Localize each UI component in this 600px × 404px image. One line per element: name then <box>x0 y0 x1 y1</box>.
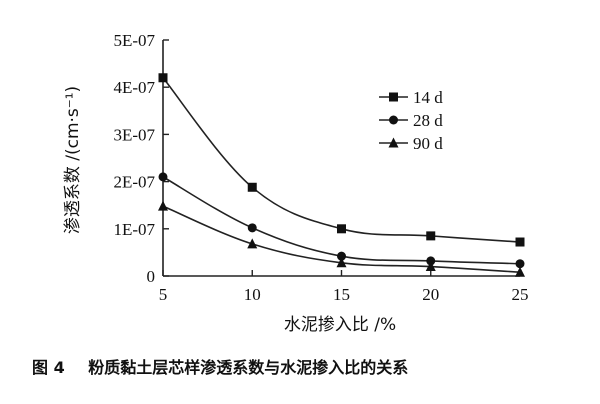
data-point-triangle <box>425 261 436 272</box>
data-point-circle <box>247 223 257 233</box>
axes: 0 1E-07 2E-07 3E-07 4E-07 5E-07 5 10 15 20 25 <box>113 31 528 304</box>
x-axis-label: 水泥掺入比 /% <box>284 315 396 335</box>
data-point-square <box>515 237 525 247</box>
series-line <box>162 77 521 243</box>
data-point-circle <box>337 251 346 261</box>
legend-marker-triangle <box>388 137 399 148</box>
data-point-square <box>337 224 346 234</box>
figure-caption: 图 4 粉质黏土层芯样渗透系数与水泥掺入比的关系 <box>32 354 592 378</box>
data-point-square <box>158 73 168 83</box>
legend-label: 14 d <box>413 88 443 107</box>
figure-caption-text: 粉质黏土层芯样渗透系数与水泥掺入比的关系 <box>88 358 409 377</box>
y-axis-label: 渗透系数 /(cm·s⁻¹) <box>63 86 83 234</box>
legend-entry: 90 d <box>379 134 443 153</box>
data-point-circle <box>158 172 168 182</box>
series-triangle <box>158 200 525 277</box>
series-line <box>162 176 521 265</box>
y-tick-label: 3E-07 <box>113 125 155 144</box>
data-point-square <box>247 182 257 192</box>
y-tick-label: 1E-07 <box>113 220 155 239</box>
legend: 14 d 28 d 90 d <box>379 88 443 153</box>
legend-marker-circle <box>389 115 398 125</box>
series-layer <box>158 73 525 277</box>
data-point-triangle <box>515 266 525 277</box>
data-point-square <box>426 231 436 241</box>
y-tick-label: 0 <box>147 267 156 286</box>
y-tick-label: 2E-07 <box>113 173 155 192</box>
legend-marker-square <box>389 92 398 102</box>
data-point-circle <box>515 259 525 269</box>
legend-label: 28 d <box>413 111 443 130</box>
series-square <box>158 73 525 247</box>
legend-entry: 28 d <box>379 111 443 130</box>
legend-entry: 14 d <box>379 88 443 107</box>
legend-label: 90 d <box>413 134 443 153</box>
y-tick-label: 5E-07 <box>113 31 155 50</box>
data-point-circle <box>426 256 436 266</box>
x-tick-label: 15 <box>333 285 350 304</box>
x-tick-label: 20 <box>422 285 439 304</box>
series-circle <box>158 172 525 269</box>
data-point-triangle <box>336 257 347 268</box>
y-tick-label: 4E-07 <box>113 78 155 97</box>
x-tick-label: 25 <box>512 285 529 304</box>
data-point-triangle <box>247 238 258 249</box>
figure-number: 图 4 <box>32 358 65 377</box>
data-point-triangle <box>158 200 168 211</box>
x-tick-label: 5 <box>159 285 168 304</box>
x-tick-label: 10 <box>244 285 261 304</box>
